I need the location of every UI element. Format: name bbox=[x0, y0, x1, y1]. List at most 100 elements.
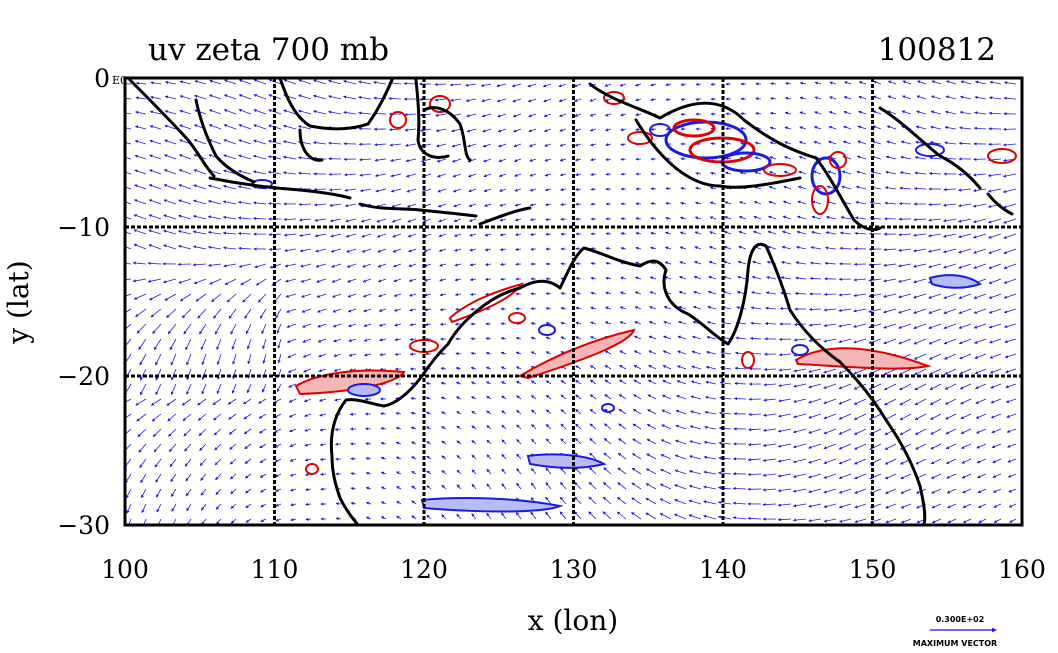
wind-vector bbox=[243, 428, 252, 435]
wind-vector bbox=[814, 96, 822, 100]
wind-vector bbox=[988, 233, 1002, 239]
wind-vector bbox=[559, 511, 567, 520]
wind-vector bbox=[784, 126, 792, 130]
wind-vector bbox=[496, 83, 507, 88]
wind-vector bbox=[201, 353, 207, 366]
wind-vector bbox=[286, 338, 297, 343]
wind-vector bbox=[499, 203, 507, 207]
wind-vector bbox=[691, 350, 702, 355]
wind-vector bbox=[514, 188, 522, 192]
wind-vector bbox=[163, 154, 177, 160]
wind-vector bbox=[575, 202, 582, 206]
wind-vector bbox=[149, 154, 162, 160]
wind-vector bbox=[808, 307, 822, 312]
wind-vector bbox=[974, 353, 987, 359]
wind-vector bbox=[283, 79, 297, 85]
wind-vector bbox=[318, 368, 327, 373]
wind-vector bbox=[516, 453, 522, 460]
wind-vector bbox=[222, 200, 237, 205]
wind-vector bbox=[574, 438, 582, 445]
wind-vector bbox=[471, 454, 477, 460]
y-tick-label: 0 bbox=[94, 64, 110, 93]
wind-vector bbox=[407, 233, 417, 238]
wind-vector bbox=[229, 458, 237, 465]
wind-vector bbox=[227, 398, 237, 405]
wind-vector bbox=[884, 473, 897, 480]
wind-vector bbox=[140, 488, 147, 499]
wind-vector bbox=[408, 248, 417, 253]
wind-vector bbox=[618, 423, 627, 430]
wind-vector bbox=[516, 409, 522, 415]
wind-vector bbox=[376, 233, 387, 238]
wind-vector bbox=[466, 128, 477, 133]
wind-vector bbox=[575, 276, 582, 281]
wind-vector bbox=[559, 128, 567, 132]
wind-vector bbox=[289, 458, 297, 462]
wind-vector bbox=[380, 441, 387, 445]
wind-vector bbox=[365, 486, 372, 490]
wind-vector bbox=[471, 440, 477, 445]
wind-vector bbox=[515, 336, 522, 340]
wind-vector bbox=[186, 503, 192, 512]
wind-vector bbox=[207, 215, 222, 220]
x-tick-labels: 100 110 120 130 140 150 160 bbox=[101, 555, 1046, 584]
wind-vector bbox=[253, 94, 267, 100]
wind-vector bbox=[392, 263, 402, 268]
wind-vector bbox=[854, 443, 867, 450]
wind-vector bbox=[483, 188, 492, 193]
wind-vector bbox=[781, 245, 792, 250]
wind-vector bbox=[483, 203, 492, 207]
wind-vector bbox=[589, 423, 597, 430]
wind-vector bbox=[147, 261, 162, 265]
wind-vector bbox=[154, 458, 162, 468]
wind-vector bbox=[198, 428, 207, 436]
wind-vector bbox=[703, 500, 717, 505]
wind-vector bbox=[605, 261, 612, 266]
wind-vector bbox=[679, 261, 687, 265]
wind-vector bbox=[319, 443, 327, 447]
wind-vector bbox=[466, 113, 477, 118]
wind-vector bbox=[784, 111, 792, 115]
wind-vector bbox=[883, 368, 897, 375]
wind-vector bbox=[810, 246, 822, 250]
wind-vector bbox=[467, 143, 477, 148]
wind-vector bbox=[424, 293, 432, 297]
wind-vector bbox=[900, 155, 912, 160]
wind-vector bbox=[468, 203, 477, 208]
wind-vector bbox=[255, 278, 267, 286]
wind-vector bbox=[665, 97, 672, 102]
wind-vector bbox=[515, 247, 522, 251]
wind-vector bbox=[739, 171, 747, 175]
wind-vector bbox=[1009, 518, 1017, 523]
wind-vector bbox=[434, 98, 447, 102]
wind-vector bbox=[365, 501, 372, 505]
wind-vector bbox=[588, 511, 597, 520]
wind-vector bbox=[243, 413, 252, 420]
wind-vector bbox=[631, 497, 642, 505]
coastlines bbox=[128, 78, 1014, 525]
wind-vector bbox=[838, 518, 852, 523]
wind-vector bbox=[199, 323, 207, 335]
wind-vector bbox=[260, 488, 267, 493]
wind-vector bbox=[212, 398, 222, 406]
new-guinea-coast bbox=[588, 82, 882, 232]
wind-vector bbox=[930, 428, 942, 435]
new-guinea-vorticity-cluster bbox=[429, 91, 847, 215]
wind-vector bbox=[434, 82, 447, 87]
wind-vector bbox=[514, 173, 522, 177]
wind-vector bbox=[959, 110, 972, 115]
wind-vector bbox=[823, 503, 837, 508]
wind-vector bbox=[781, 230, 792, 235]
wind-vector bbox=[778, 337, 792, 341]
wind-vector bbox=[857, 140, 867, 145]
wind-vector bbox=[163, 184, 177, 190]
wind-vector bbox=[177, 230, 192, 235]
wind-vector bbox=[898, 368, 912, 375]
wind-vector bbox=[441, 484, 447, 490]
wind-vector bbox=[793, 338, 807, 342]
wind-vector bbox=[168, 428, 177, 437]
wind-vector bbox=[194, 80, 207, 85]
wind-vector bbox=[560, 217, 567, 221]
wind-vector bbox=[840, 216, 852, 220]
wind-vector bbox=[825, 231, 837, 235]
